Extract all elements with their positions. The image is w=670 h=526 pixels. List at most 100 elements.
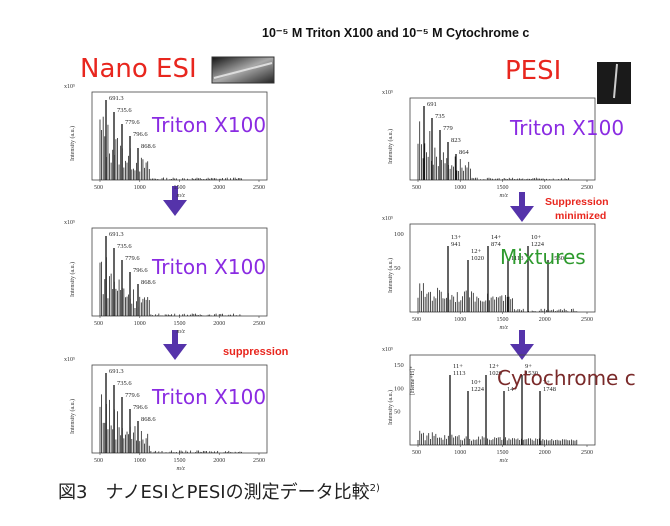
panel-label: Triton X100 <box>509 116 624 140</box>
panel-label: Mixtures <box>500 245 586 269</box>
y-axis-label: Intensity (a.u.) <box>69 126 76 161</box>
peak-label: 12+ 1020 <box>471 248 484 262</box>
peak-label: 10+ 1224 <box>531 234 545 248</box>
x-tick-label: 1000 <box>454 317 466 323</box>
x-tick-label: 2500 <box>581 317 593 323</box>
peak-label: 691.3 <box>109 95 124 102</box>
spectrum-panel-pesi-1: x10⁵ Intensity (a.u.) m/z 500 1000 1500 2000 25… <box>382 90 624 199</box>
peak-label: 11+ 1113 <box>453 363 466 377</box>
figure-header: 10⁻⁵ M Triton X100 and 10⁻⁵ M Cytochrome… <box>262 26 529 40</box>
scale-label: x10⁵ <box>64 220 75 226</box>
peak-label: 691 <box>427 101 437 108</box>
arrow-down-icon <box>510 192 534 222</box>
x-axis-label: m/z <box>500 193 509 199</box>
x-tick-label: 2500 <box>253 321 265 327</box>
peak-label: 1530 <box>551 255 564 262</box>
x-tick-label: 1500 <box>174 185 186 191</box>
peak-label: 796.6 <box>133 404 148 411</box>
spectrum-trace <box>99 373 242 453</box>
peak-label: 735.6 <box>117 107 132 114</box>
peak-label: 796.6 <box>133 267 148 274</box>
x-tick-label: 500 <box>94 321 103 327</box>
peak-label: 779.6 <box>125 255 140 262</box>
y-tick-label: 100 <box>394 385 404 392</box>
peak-label: 868.6 <box>141 279 156 286</box>
peak-label: 735 <box>435 113 445 120</box>
x-tick-label: 2000 <box>213 185 225 191</box>
peak-label: 14+ <box>507 386 518 393</box>
heme-annotation: [Heme+H]⁺ <box>409 366 416 395</box>
caption-text: 図3 ナノESIとPESIの測定データ比較 <box>58 482 370 503</box>
peak-label: 779.6 <box>125 119 140 126</box>
peak-label: 779 <box>443 125 453 132</box>
scale-label: x10⁵ <box>382 216 393 222</box>
peak-label: 735.6 <box>117 243 132 250</box>
y-axis-label: Intensity (a.u.) <box>387 258 394 293</box>
spectrum-trace <box>99 100 242 180</box>
arrow-down-icon <box>510 330 534 360</box>
x-tick-label: 1500 <box>497 185 509 191</box>
x-axis-label: m/z <box>500 325 509 331</box>
spectrum-trace <box>417 246 578 312</box>
x-tick-label: 1500 <box>174 458 186 464</box>
y-axis-label: Intensity (a.u.) <box>387 129 394 164</box>
peak-label: 735.6 <box>117 380 132 387</box>
y-axis-label: Intensity (a.u.) <box>69 262 76 297</box>
peak-label: 9+ 1530 <box>525 363 538 377</box>
x-tick-label: 2500 <box>253 458 265 464</box>
panel-label: Triton X100 <box>151 113 266 137</box>
figure-caption: 図3 ナノESIとPESIの測定データ比較2) <box>58 482 380 503</box>
peak-label: 868.6 <box>141 416 156 423</box>
spectrum-panel-nano-3: x10⁵ Intensity (a.u.) m/z 500 1000 1500 2000 25… <box>64 357 268 472</box>
panel-label: Triton X100 <box>151 255 266 279</box>
y-axis-label: Intensity (a.u.) <box>387 390 394 425</box>
plot-frame <box>91 364 268 454</box>
peak-label: 1113 <box>511 255 524 262</box>
y-axis-label: Intensity (a.u.) <box>69 399 76 434</box>
pesi-title: PESI <box>505 56 561 86</box>
suppression-minimized-line1: Suppression <box>545 196 609 208</box>
y-tick-label: 50 <box>394 265 401 272</box>
x-tick-label: 1000 <box>454 185 466 191</box>
spectrum-panel-nano-2: x10⁵ Intensity (a.u.) m/z 500 1000 1500 2000 25… <box>64 220 268 335</box>
x-tick-label: 500 <box>412 317 421 323</box>
scale-label: x10⁵ <box>382 347 393 353</box>
spectrum-panel-pesi-3: x10⁵ Intensity (a.u.) m/z 500 1000 1500 2000 25… <box>382 347 636 464</box>
suppression-minimized-line2: minimized <box>555 210 606 222</box>
arrow-down-icon <box>163 186 187 216</box>
x-tick-label: 2000 <box>213 458 225 464</box>
scale-label: x10⁵ <box>64 357 75 363</box>
x-tick-label: 1000 <box>134 458 146 464</box>
arrow-down-icon <box>163 330 187 360</box>
spectrum-panel-pesi-2: x10⁵ Intensity (a.u.) m/z 500 1000 1500 2000 25… <box>382 216 596 331</box>
x-tick-label: 1000 <box>454 450 466 456</box>
panel-label: Triton X100 <box>151 385 266 409</box>
suppression-label: suppression <box>223 346 289 358</box>
x-tick-label: 500 <box>94 458 103 464</box>
x-tick-label: 2000 <box>539 317 551 323</box>
peak-label: 691.3 <box>109 368 124 375</box>
x-axis-label: m/z <box>177 329 186 335</box>
spectrum-panel-nano-1: x10⁵ Intensity (a.u.) m/z 500 1000 1500 2000 25… <box>64 84 268 199</box>
x-axis-label: m/z <box>177 466 186 472</box>
peak-label: 12+ 1020 <box>489 363 502 377</box>
x-tick-label: 1000 <box>134 321 146 327</box>
peak-label: 14+ 874 <box>491 234 502 248</box>
y-tick-label: 150 <box>394 362 404 369</box>
x-tick-label: 2500 <box>253 185 265 191</box>
spectrum-trace <box>417 106 569 180</box>
x-tick-label: 2500 <box>581 185 593 191</box>
peak-label: 13+ 941 <box>451 234 462 248</box>
peak-label: 691.3 <box>109 231 124 238</box>
y-tick-label: 50 <box>394 409 401 416</box>
caption-reference: 2) <box>370 483 380 494</box>
scale-label: x10⁵ <box>64 84 75 90</box>
x-tick-label: 1500 <box>497 450 509 456</box>
x-tick-label: 2000 <box>539 185 551 191</box>
spectrum-trace <box>99 236 242 316</box>
x-axis-label: m/z <box>500 458 509 464</box>
x-tick-label: 2000 <box>539 450 551 456</box>
scale-label: x10⁵ <box>382 90 393 96</box>
peak-label: 796.6 <box>133 131 148 138</box>
